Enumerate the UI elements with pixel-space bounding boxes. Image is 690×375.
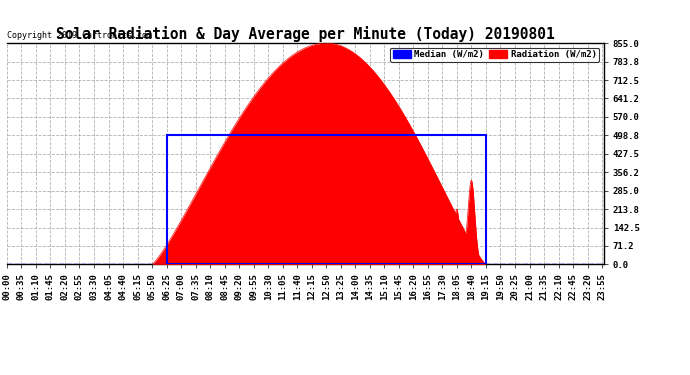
Title: Solar Radiation & Day Average per Minute (Today) 20190801: Solar Radiation & Day Average per Minute… (56, 26, 555, 42)
Bar (166, 135, 486, 264)
Text: Copyright 2019 Cartronics.com: Copyright 2019 Cartronics.com (7, 31, 152, 40)
Legend: Median (W/m2), Radiation (W/m2): Median (W/m2), Radiation (W/m2) (390, 48, 599, 62)
